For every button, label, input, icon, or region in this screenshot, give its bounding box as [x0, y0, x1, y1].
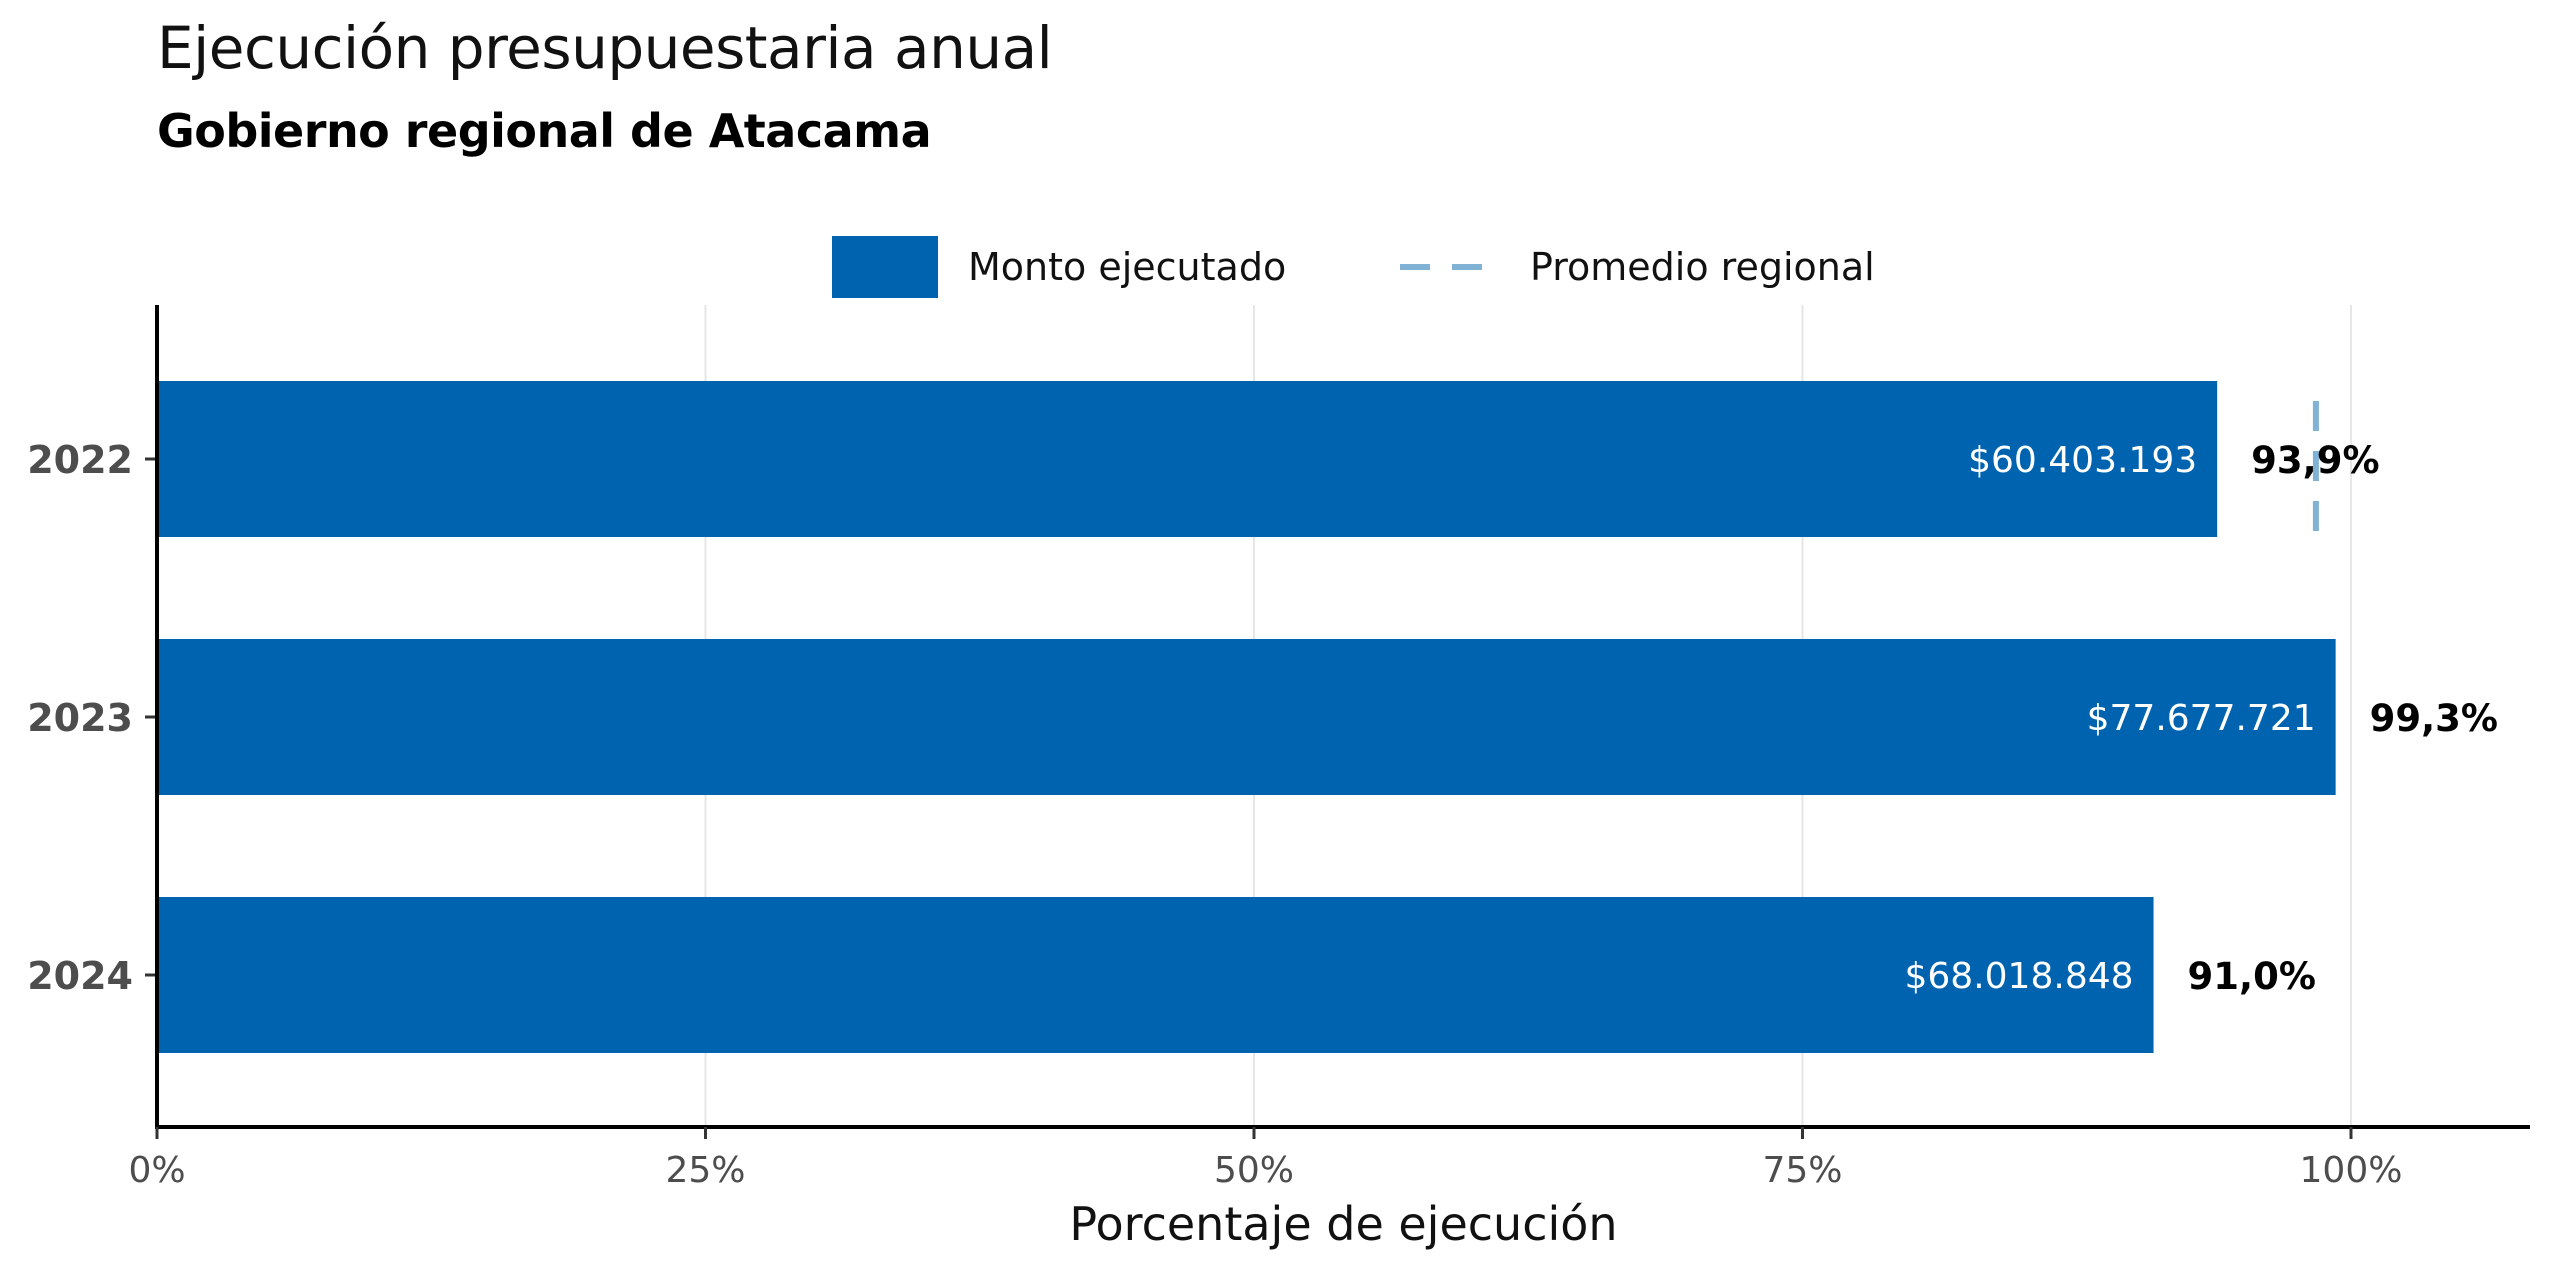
- x-tick-label-25: 25%: [665, 1150, 745, 1191]
- x-tick-label-50: 50%: [1214, 1150, 1294, 1191]
- legend: Monto ejecutado Promedio regional: [832, 236, 1875, 298]
- data-labels: $60.403.193 93,9% $77.677.721 99,3% $68.018.…: [1905, 439, 2499, 998]
- amount-label-2022: $60.403.193: [1968, 440, 2197, 481]
- amount-label-2024: $68.018.848: [1905, 956, 2134, 997]
- chart-subtitle: Gobierno regional de Atacama: [157, 104, 932, 158]
- x-tick-label-100: 100%: [2300, 1150, 2403, 1191]
- bars: [157, 381, 2336, 1053]
- amount-label-2023: $77.677.721: [2087, 698, 2316, 739]
- legend-label-monto-ejecutado: Monto ejecutado: [968, 245, 1286, 289]
- legend-label-promedio-regional: Promedio regional: [1530, 245, 1875, 289]
- x-axis-title: Porcentaje de ejecución: [1069, 1197, 1617, 1251]
- legend-swatch-monto-ejecutado: [832, 236, 938, 298]
- y-tick-label-2022: 2022: [27, 438, 133, 482]
- axes: 2022 2023 2024 0% 25% 50% 75% 100% Porcentaje de…: [27, 305, 2530, 1251]
- percent-label-2023: 99,3%: [2370, 697, 2498, 740]
- bar-2024: [157, 897, 2154, 1053]
- chart-title: Ejecución presupuestaria anual: [157, 14, 1053, 82]
- y-tick-label-2023: 2023: [27, 696, 133, 740]
- bar-2022: [157, 381, 2218, 537]
- percent-label-2024: 91,0%: [2188, 955, 2316, 998]
- bar-2023: [157, 639, 2336, 795]
- x-tick-label-0: 0%: [128, 1150, 185, 1191]
- x-tick-label-75: 75%: [1762, 1150, 1842, 1191]
- percent-label-2022: 93,9%: [2251, 439, 2379, 482]
- y-tick-label-2024: 2024: [27, 954, 133, 998]
